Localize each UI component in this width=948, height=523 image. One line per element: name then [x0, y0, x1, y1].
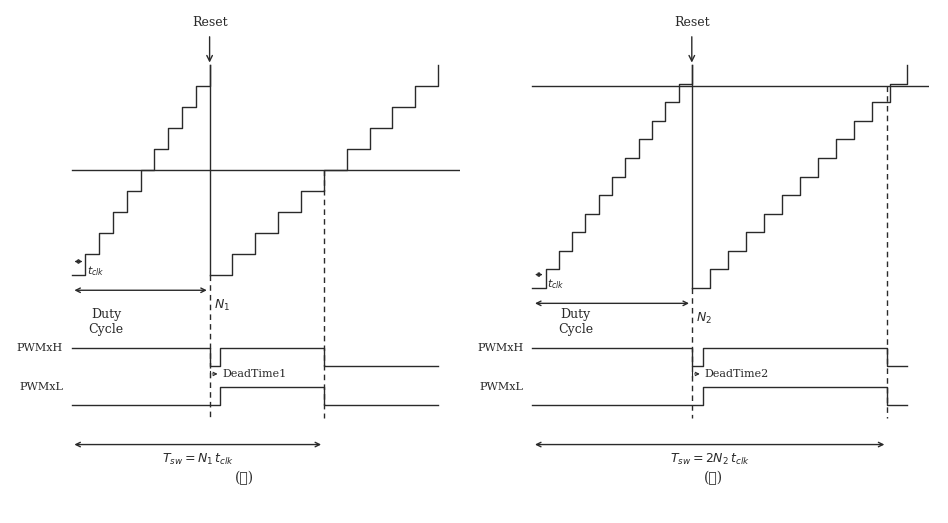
Text: Duty
Cycle: Duty Cycle: [88, 308, 123, 336]
Text: DeadTime2: DeadTime2: [704, 369, 769, 379]
Text: DeadTime1: DeadTime1: [223, 369, 287, 379]
Text: PWMxL: PWMxL: [480, 382, 523, 392]
Text: Reset: Reset: [674, 16, 710, 29]
Text: (가): (가): [234, 471, 254, 486]
Text: Reset: Reset: [191, 16, 228, 29]
Text: (나): (나): [703, 471, 723, 486]
Text: $t_{clk}$: $t_{clk}$: [547, 277, 564, 291]
Text: PWMxL: PWMxL: [19, 382, 63, 392]
Text: PWMxH: PWMxH: [17, 343, 63, 353]
Text: PWMxH: PWMxH: [478, 343, 523, 353]
Text: Duty
Cycle: Duty Cycle: [557, 308, 592, 336]
Text: $N_2$: $N_2$: [696, 311, 712, 326]
Text: $t_{clk}$: $t_{clk}$: [87, 264, 104, 278]
Text: $T_{sw} = N_1\, t_{clk}$: $T_{sw} = N_1\, t_{clk}$: [162, 452, 233, 468]
Text: $T_{sw} = 2N_2\, t_{clk}$: $T_{sw} = 2N_2\, t_{clk}$: [670, 452, 750, 468]
Text: $N_1$: $N_1$: [214, 298, 230, 313]
